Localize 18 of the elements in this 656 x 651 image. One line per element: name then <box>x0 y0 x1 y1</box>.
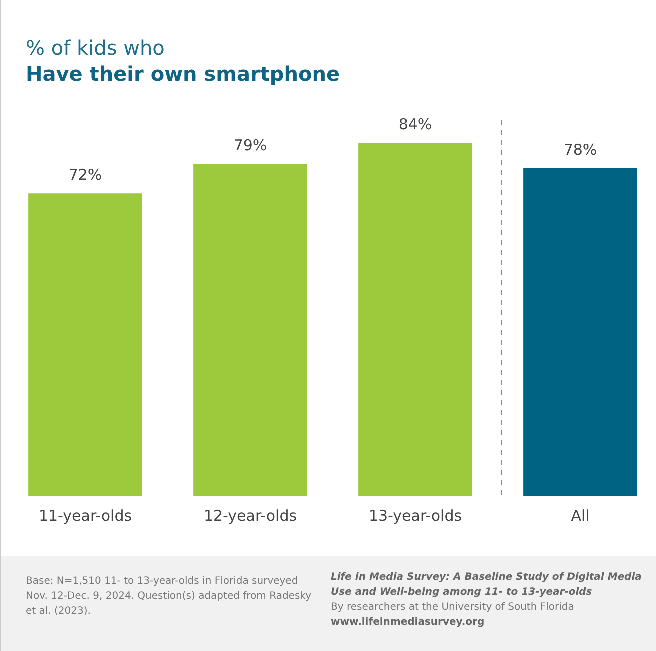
text: By researchers at the University of South Florida <box>331 601 576 615</box>
bar <box>28 194 142 496</box>
x-tick-label: 13-year-olds <box>368 506 462 525</box>
chart-subtitle: Have their own smartphone <box>26 62 340 86</box>
data-label: 72% <box>68 166 102 184</box>
x-tick-label: 12-year-olds <box>204 506 298 525</box>
bar <box>194 164 308 496</box>
bar <box>358 143 472 496</box>
text: Base: N=1,510 11- to 13-year-olds in Florida surveyed Nov. 12-Dec. 9, 2024. Question(s) adapted from Radesky et al. (2023). <box>26 575 313 619</box>
data-label: 84% <box>398 116 432 134</box>
data-label: 79% <box>234 136 268 155</box>
x-tick-label: 11-year-olds <box>38 506 132 525</box>
text: Life in Media Survey: A Baseline Study of Digital Media Use and Well-being among 11- to 13-year-olds <box>331 571 643 600</box>
text: www.lifeinmediasurvey.org <box>331 616 486 630</box>
bar <box>524 168 638 496</box>
data-label: 78% <box>564 140 598 159</box>
x-tick-label: All <box>571 506 590 525</box>
chart-title: % of kids who <box>26 36 165 60</box>
